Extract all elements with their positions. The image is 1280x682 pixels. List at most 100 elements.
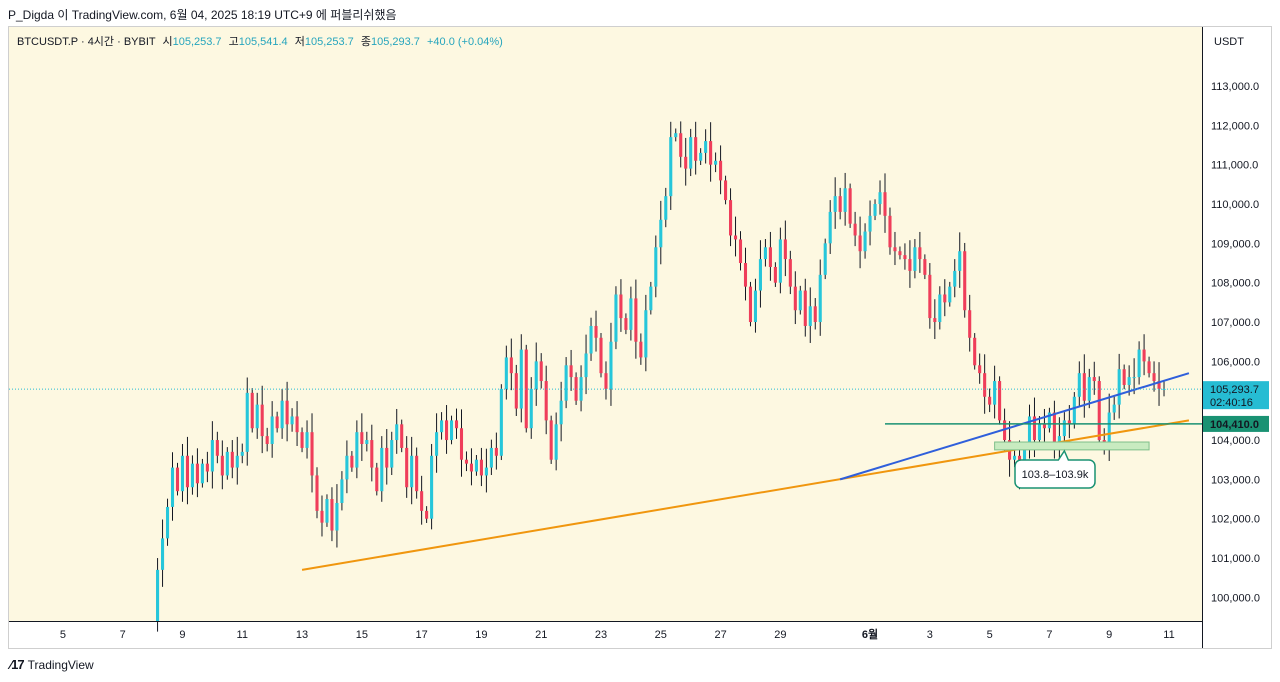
- candle-up[interactable]: [504, 357, 508, 389]
- candle-down[interactable]: [310, 432, 314, 476]
- candle-up[interactable]: [1117, 369, 1121, 405]
- candle-down[interactable]: [549, 420, 553, 460]
- candle-down[interactable]: [923, 259, 927, 275]
- candle-down[interactable]: [624, 318, 628, 330]
- candle-down[interactable]: [215, 440, 219, 456]
- candle-up[interactable]: [758, 259, 762, 291]
- candle-up[interactable]: [156, 569, 160, 621]
- candle-up[interactable]: [654, 247, 658, 287]
- candle-up[interactable]: [823, 243, 827, 275]
- candle-down[interactable]: [265, 436, 269, 444]
- candle-up[interactable]: [180, 455, 185, 492]
- chart-area[interactable]: 103.8–103.9k 100,000.0 101,000.0 102,000.0 1…: [8, 26, 1272, 649]
- candle-down[interactable]: [360, 432, 364, 444]
- candle-up[interactable]: [1137, 349, 1141, 378]
- candle-down[interactable]: [639, 341, 643, 358]
- candle-up[interactable]: [674, 133, 678, 138]
- candle-down[interactable]: [569, 365, 573, 378]
- candle-up[interactable]: [519, 349, 523, 409]
- candle-up[interactable]: [833, 196, 837, 212]
- candle-up[interactable]: [534, 361, 538, 389]
- candle-down[interactable]: [853, 223, 857, 236]
- candle-up[interactable]: [584, 353, 588, 378]
- candle-down[interactable]: [400, 424, 404, 448]
- candle-up[interactable]: [529, 388, 533, 429]
- candle-up[interactable]: [240, 451, 244, 456]
- candle-down[interactable]: [1092, 377, 1096, 382]
- candle-up[interactable]: [649, 286, 653, 311]
- candle-down[interactable]: [425, 510, 429, 519]
- candle-down[interactable]: [724, 180, 728, 201]
- candle-up[interactable]: [170, 467, 175, 507]
- candle-up[interactable]: [878, 192, 882, 205]
- candle-down[interactable]: [709, 141, 713, 165]
- candle-up[interactable]: [1072, 396, 1076, 425]
- candle-down[interactable]: [619, 294, 623, 319]
- candle-up[interactable]: [340, 479, 344, 503]
- candle-down[interactable]: [933, 318, 937, 323]
- candle-down[interactable]: [479, 459, 483, 476]
- candle-up[interactable]: [843, 188, 847, 212]
- candle-down[interactable]: [848, 188, 852, 224]
- candle-down[interactable]: [220, 455, 224, 476]
- candle-up[interactable]: [1027, 416, 1032, 448]
- candle-up[interactable]: [499, 388, 503, 456]
- candle-down[interactable]: [260, 404, 264, 437]
- candle-down[interactable]: [813, 306, 817, 323]
- candle-down[interactable]: [988, 396, 992, 405]
- candle-up[interactable]: [200, 463, 204, 484]
- candle-down[interactable]: [883, 192, 887, 216]
- candle-up[interactable]: [614, 294, 618, 342]
- candle-up[interactable]: [440, 420, 444, 433]
- candle-down[interactable]: [375, 467, 379, 492]
- candle-up[interactable]: [305, 432, 309, 448]
- candle-up[interactable]: [335, 502, 339, 531]
- candle-down[interactable]: [1097, 381, 1101, 441]
- zone-callout[interactable]: [1014, 449, 1096, 489]
- candle-up[interactable]: [210, 440, 214, 472]
- candle-up[interactable]: [753, 290, 758, 323]
- candle-up[interactable]: [559, 400, 563, 425]
- candle-up[interactable]: [763, 247, 767, 260]
- candle-down[interactable]: [783, 239, 787, 260]
- candle-up[interactable]: [395, 424, 399, 441]
- candle-up[interactable]: [913, 247, 917, 271]
- candle-up[interactable]: [868, 215, 872, 232]
- candle-down[interactable]: [803, 290, 807, 326]
- candle-up[interactable]: [449, 420, 454, 441]
- candle-down[interactable]: [918, 247, 922, 260]
- candle-up[interactable]: [828, 211, 832, 244]
- candle-up[interactable]: [798, 290, 802, 311]
- candle-up[interactable]: [778, 239, 782, 283]
- candle-down[interactable]: [604, 373, 608, 389]
- candle-down[interactable]: [684, 156, 688, 169]
- candle-down[interactable]: [300, 432, 304, 448]
- candle-up[interactable]: [190, 463, 194, 488]
- candle-down[interactable]: [454, 420, 459, 429]
- candle-up[interactable]: [1077, 373, 1081, 397]
- candle-down[interactable]: [285, 400, 289, 425]
- candle-down[interactable]: [509, 357, 513, 374]
- candle-up[interactable]: [664, 196, 668, 220]
- candle-down[interactable]: [315, 475, 319, 511]
- candle-down[interactable]: [1052, 412, 1056, 448]
- candle-up[interactable]: [589, 325, 593, 354]
- symbol-info[interactable]: BTCUSDT.P · 4시간 · BYBIT: [17, 36, 156, 48]
- candle-down[interactable]: [1032, 416, 1037, 441]
- candle-up[interactable]: [704, 141, 708, 153]
- candle-up[interactable]: [699, 152, 703, 161]
- candle-up[interactable]: [564, 365, 568, 401]
- candle-down[interactable]: [1067, 420, 1071, 425]
- candle-down[interactable]: [983, 373, 987, 397]
- candle-down[interactable]: [728, 200, 733, 236]
- candle-up[interactable]: [1107, 412, 1111, 444]
- candle-up[interactable]: [474, 459, 478, 472]
- candle-down[interactable]: [858, 235, 862, 252]
- candle-up[interactable]: [948, 286, 952, 303]
- candle-up[interactable]: [609, 341, 613, 389]
- candle-down[interactable]: [1042, 424, 1046, 429]
- candle-up[interactable]: [579, 377, 583, 401]
- candle-down[interactable]: [544, 381, 548, 421]
- candle-down[interactable]: [973, 337, 977, 366]
- candle-up[interactable]: [993, 381, 997, 405]
